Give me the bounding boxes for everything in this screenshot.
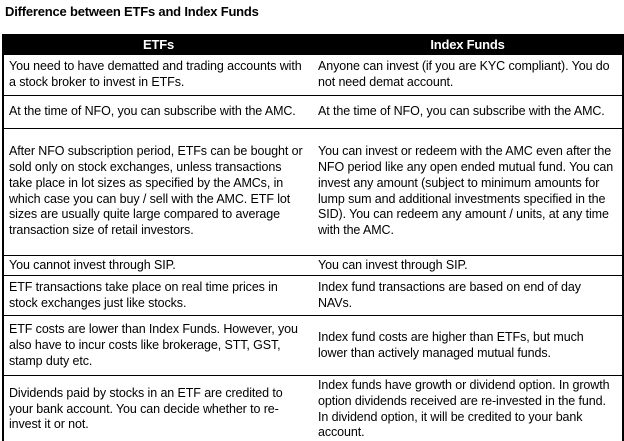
etf-cell: Dividends paid by stocks in an ETF are c… xyxy=(3,375,313,441)
index-fund-cell: You can invest or redeem with the AMC ev… xyxy=(313,127,623,256)
etf-cell: You need to have dematted and trading ac… xyxy=(3,53,313,96)
table-row-costs: ETF costs are lower than Index Funds. Ho… xyxy=(3,315,623,377)
table-row-sip: You cannot invest through SIP. You can i… xyxy=(3,254,623,277)
etf-cell: You cannot invest through SIP. xyxy=(3,254,313,277)
etf-cell: ETF costs are lower than Index Funds. Ho… xyxy=(3,315,313,377)
index-fund-cell: Anyone can invest (if you are KYC compli… xyxy=(313,53,623,96)
table-row-dividends: Dividends paid by stocks in an ETF are c… xyxy=(3,375,623,441)
column-header-etfs: ETFs xyxy=(3,35,313,54)
table-header-row: ETFs Index Funds xyxy=(3,35,623,54)
page-title: Difference between ETFs and Index Funds xyxy=(5,4,259,19)
index-fund-cell: You can invest through SIP. xyxy=(313,254,623,277)
table-row-post-nfo-transactions: After NFO subscription period, ETFs can … xyxy=(3,127,623,256)
etf-cell: ETF transactions take place on real time… xyxy=(3,275,313,317)
etf-cell: At the time of NFO, you can subscribe wi… xyxy=(3,94,313,129)
index-fund-cell: Index fund transactions are based on end… xyxy=(313,275,623,317)
etf-index-fund-comparison-table: ETFs Index Funds You need to have dematt… xyxy=(2,34,624,441)
index-fund-cell: Index fund costs are higher than ETFs, b… xyxy=(313,315,623,377)
index-fund-cell: At the time of NFO, you can subscribe wi… xyxy=(313,94,623,129)
table-row-nfo-subscription: At the time of NFO, you can subscribe wi… xyxy=(3,94,623,129)
index-fund-cell: Index funds have growth or dividend opti… xyxy=(313,375,623,441)
etf-cell: After NFO subscription period, ETFs can … xyxy=(3,127,313,256)
table-row-demat-requirement: You need to have dematted and trading ac… xyxy=(3,53,623,96)
table-row-pricing: ETF transactions take place on real time… xyxy=(3,275,623,317)
column-header-index-funds: Index Funds xyxy=(313,35,623,54)
